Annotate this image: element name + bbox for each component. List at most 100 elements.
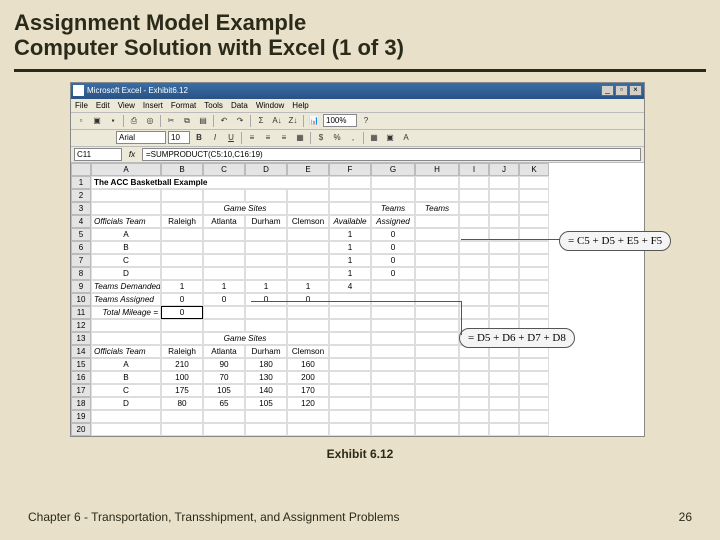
row-header[interactable]: 10 <box>71 293 91 306</box>
cell[interactable]: 105 <box>203 384 245 397</box>
borders-icon[interactable]: ▦ <box>367 131 381 144</box>
cell[interactable] <box>371 358 415 371</box>
cell[interactable]: Officials Team <box>91 345 161 358</box>
maximize-button[interactable]: ▫ <box>615 85 628 96</box>
cell[interactable] <box>287 410 329 423</box>
cell[interactable] <box>519 384 549 397</box>
menu-window[interactable]: Window <box>256 101 284 110</box>
cell[interactable] <box>459 280 489 293</box>
cell[interactable] <box>519 371 549 384</box>
cell[interactable] <box>415 332 459 345</box>
cell[interactable] <box>371 410 415 423</box>
cell[interactable] <box>371 176 415 189</box>
cell[interactable] <box>203 306 245 319</box>
column-header[interactable]: J <box>489 163 519 176</box>
row-header[interactable]: 3 <box>71 202 91 215</box>
cell[interactable] <box>91 410 161 423</box>
cell[interactable]: Game Sites <box>203 202 287 215</box>
cell[interactable] <box>415 384 459 397</box>
cell[interactable] <box>519 215 549 228</box>
cell[interactable] <box>245 254 287 267</box>
cell[interactable] <box>415 228 459 241</box>
cell[interactable]: 0 <box>371 241 415 254</box>
cell[interactable]: Assigned <box>371 215 415 228</box>
cell[interactable] <box>245 228 287 241</box>
cell[interactable] <box>371 345 415 358</box>
align-left-icon[interactable]: ≡ <box>245 131 259 144</box>
cell[interactable]: B <box>91 371 161 384</box>
cell[interactable] <box>161 267 203 280</box>
cell[interactable] <box>415 189 459 202</box>
cell[interactable]: Teams <box>415 202 459 215</box>
cell[interactable] <box>489 215 519 228</box>
cell[interactable] <box>245 306 287 319</box>
cell[interactable] <box>519 306 549 319</box>
cell[interactable] <box>415 241 459 254</box>
cell[interactable] <box>329 293 371 306</box>
cell[interactable]: 0 <box>287 293 329 306</box>
cell[interactable] <box>245 267 287 280</box>
window-titlebar[interactable]: Microsoft Excel - Exhibit6.12 _ ▫ × <box>71 83 644 99</box>
cell[interactable]: A <box>91 228 161 241</box>
cell[interactable] <box>459 176 489 189</box>
cell[interactable] <box>161 189 203 202</box>
row-header[interactable]: 7 <box>71 254 91 267</box>
row-header[interactable]: 17 <box>71 384 91 397</box>
redo-icon[interactable]: ↷ <box>233 114 247 127</box>
italic-icon[interactable]: I <box>208 131 222 144</box>
cell[interactable]: 1 <box>287 280 329 293</box>
align-center-icon[interactable]: ≡ <box>261 131 275 144</box>
merge-icon[interactable]: ▦ <box>293 131 307 144</box>
cell[interactable] <box>519 280 549 293</box>
cell[interactable] <box>459 215 489 228</box>
cell[interactable] <box>519 293 549 306</box>
font-size-field[interactable]: 10 <box>168 131 190 144</box>
cell[interactable]: 1 <box>245 280 287 293</box>
cell[interactable] <box>161 228 203 241</box>
cell[interactable] <box>91 189 161 202</box>
column-header[interactable]: A <box>91 163 161 176</box>
cell[interactable]: 160 <box>287 358 329 371</box>
cell[interactable] <box>459 202 489 215</box>
row-header[interactable]: 14 <box>71 345 91 358</box>
cell[interactable] <box>459 267 489 280</box>
cell[interactable] <box>329 345 371 358</box>
cell[interactable] <box>329 189 371 202</box>
column-header[interactable]: D <box>245 163 287 176</box>
menu-format[interactable]: Format <box>171 101 196 110</box>
column-header[interactable]: F <box>329 163 371 176</box>
cell[interactable]: Clemson <box>287 215 329 228</box>
cell[interactable]: Raleigh <box>161 345 203 358</box>
cell[interactable] <box>519 202 549 215</box>
cell[interactable] <box>489 202 519 215</box>
row-header[interactable]: 4 <box>71 215 91 228</box>
menu-edit[interactable]: Edit <box>96 101 110 110</box>
cell[interactable] <box>519 397 549 410</box>
cell[interactable]: A <box>91 358 161 371</box>
cell[interactable] <box>519 176 549 189</box>
cell[interactable] <box>329 358 371 371</box>
cell[interactable] <box>287 254 329 267</box>
cell[interactable] <box>203 254 245 267</box>
cell[interactable]: Atlanta <box>203 215 245 228</box>
cell[interactable] <box>415 423 459 436</box>
cell[interactable] <box>459 306 489 319</box>
row-header[interactable]: 19 <box>71 410 91 423</box>
row-header[interactable]: 15 <box>71 358 91 371</box>
cell[interactable]: Available <box>329 215 371 228</box>
cell[interactable] <box>415 345 459 358</box>
cell[interactable] <box>371 280 415 293</box>
cell[interactable] <box>415 280 459 293</box>
cell[interactable] <box>459 397 489 410</box>
cell[interactable] <box>329 202 371 215</box>
cell[interactable] <box>329 397 371 410</box>
cell[interactable] <box>371 397 415 410</box>
cell[interactable] <box>161 202 203 215</box>
cell[interactable] <box>203 228 245 241</box>
cell[interactable] <box>161 241 203 254</box>
cell[interactable] <box>489 397 519 410</box>
cell[interactable]: Raleigh <box>161 215 203 228</box>
cell[interactable] <box>459 241 489 254</box>
cell[interactable]: Teams Demanded <box>91 280 161 293</box>
cell[interactable]: D <box>91 267 161 280</box>
